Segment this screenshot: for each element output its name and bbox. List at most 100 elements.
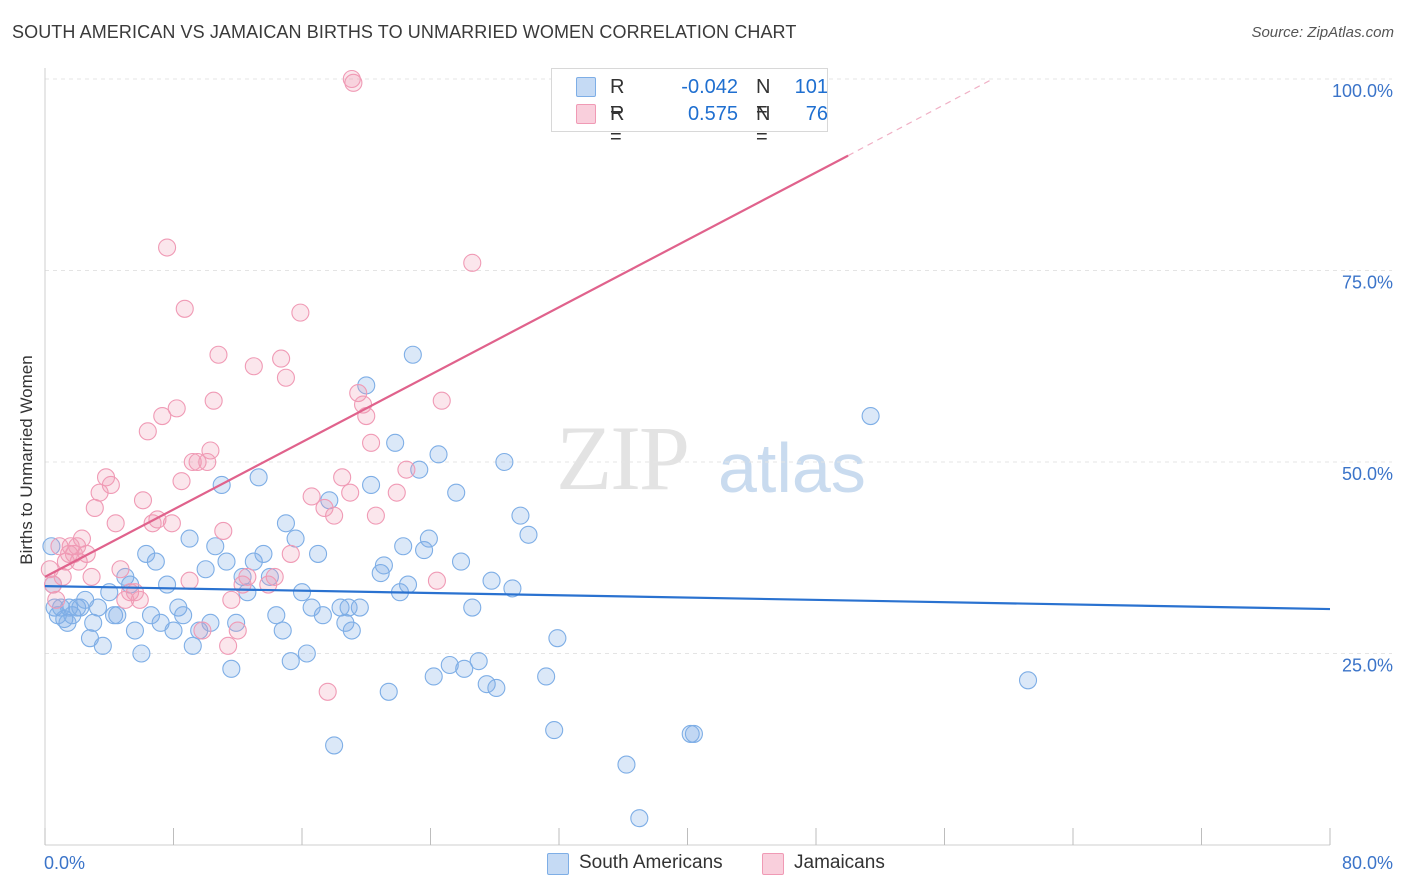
- data-point-jamaicans: [238, 567, 257, 586]
- data-point-south-americans: [374, 556, 393, 575]
- data-point-jamaicans: [158, 238, 177, 257]
- data-point-south-americans: [244, 552, 263, 571]
- data-point-jamaicans: [387, 483, 406, 502]
- data-point-jamaicans: [357, 406, 376, 426]
- data-point-south-americans: [379, 682, 398, 701]
- data-point-south-americans: [309, 544, 328, 563]
- data-point-south-americans: [537, 667, 556, 686]
- legend-n-label: N =: [756, 76, 771, 121]
- data-point-south-americans: [415, 541, 434, 560]
- data-point-south-americans: [424, 667, 443, 686]
- watermark-atlas: atlas: [718, 429, 866, 507]
- data-point-jamaicans: [101, 475, 120, 495]
- data-point-south-americans: [227, 613, 246, 632]
- data-point-south-americans: [548, 629, 567, 648]
- y-tick-label: 75.0%: [1342, 273, 1393, 293]
- legend-r-value: 0.575: [687, 103, 738, 125]
- data-point-jamaicans: [133, 491, 153, 510]
- data-point-jamaicans: [198, 452, 217, 472]
- data-point-south-americans: [260, 567, 279, 586]
- y-tick-label: 50.0%: [1342, 464, 1393, 484]
- data-point-jamaicans: [138, 422, 157, 441]
- data-point-jamaicans: [219, 636, 238, 655]
- data-point-jamaicans: [214, 521, 233, 540]
- data-point-jamaicans: [204, 391, 223, 410]
- data-point-south-americans: [410, 460, 429, 479]
- data-point-jamaicans: [281, 544, 300, 563]
- data-point-jamaicans: [175, 299, 194, 318]
- data-point-jamaicans: [82, 567, 101, 586]
- data-point-jamaicans: [130, 590, 149, 609]
- data-point-south-americans: [362, 475, 381, 495]
- data-point-south-americans: [125, 621, 144, 640]
- data-point-jamaicans: [432, 391, 451, 410]
- legend-swatch-jamaicans: [576, 104, 596, 124]
- y-axis-label-wrap: Births to Unmarried Women: [15, 330, 39, 590]
- data-point-jamaicans: [291, 303, 310, 322]
- data-point-south-americans: [684, 724, 703, 743]
- data-point-south-americans: [487, 678, 506, 698]
- data-point-south-americans: [183, 636, 202, 655]
- data-point-jamaicans: [72, 529, 91, 548]
- data-point-jamaicans: [333, 468, 352, 487]
- data-point-south-americans: [495, 452, 514, 472]
- data-point-south-americans: [108, 606, 127, 625]
- data-point-jamaicans: [222, 590, 241, 609]
- data-point-jamaicans: [193, 621, 212, 640]
- data-point-jamaicans: [265, 567, 284, 586]
- data-point-south-americans: [217, 552, 236, 571]
- bottom-legend-label: South Americans: [579, 852, 723, 873]
- data-point-south-americans: [141, 606, 161, 625]
- data-point-south-americans: [336, 613, 355, 632]
- data-point-jamaicans: [362, 433, 381, 452]
- data-point-jamaicans: [43, 575, 63, 594]
- data-point-jamaicans: [315, 498, 334, 518]
- legend-n-value: 76: [805, 103, 828, 125]
- data-point-jamaicans: [106, 514, 125, 533]
- trend-line-jamaicans: [44, 154, 849, 578]
- data-point-south-americans: [511, 506, 530, 525]
- data-point-south-americans: [137, 544, 156, 563]
- bottom-legend-label: Jamaicans: [794, 852, 885, 873]
- data-point-jamaicans: [228, 621, 247, 640]
- y-axis-label: Births to Unmarried Women: [17, 355, 36, 565]
- correlation-legend: R = -0.042 N = 101 R = 0.575 N = 76: [551, 68, 828, 148]
- x-tick-label: 0.0%: [44, 853, 85, 873]
- data-point-jamaicans: [183, 452, 202, 472]
- trend-line-jamaicans-extension: [847, 78, 993, 157]
- bottom-legend-swatch-south-americans: [547, 853, 569, 875]
- data-point-jamaicans: [342, 69, 361, 89]
- data-point-jamaicans: [172, 472, 191, 491]
- source-credit: Source: ZipAtlas.com: [1251, 24, 1394, 41]
- data-point-jamaicans: [85, 498, 104, 518]
- data-point-south-americans: [447, 483, 466, 502]
- data-point-south-americans: [419, 529, 438, 548]
- data-point-south-americans: [313, 606, 332, 625]
- legend-n-value: 101: [794, 76, 828, 98]
- data-point-jamaicans: [180, 571, 199, 590]
- data-point-south-americans: [350, 598, 369, 617]
- data-point-south-americans: [132, 644, 151, 663]
- data-point-south-americans: [158, 575, 177, 594]
- data-point-jamaicans: [325, 506, 344, 525]
- data-point-south-americans: [429, 445, 448, 464]
- y-tick-label: 100.0%: [1332, 81, 1393, 101]
- data-point-south-americans: [276, 514, 295, 533]
- data-point-south-americans: [93, 636, 112, 655]
- data-point-south-americans: [267, 606, 286, 625]
- legend-r-label: R =: [610, 76, 625, 121]
- data-point-jamaicans: [188, 452, 207, 472]
- data-point-jamaicans: [153, 406, 172, 426]
- watermark-zip: ZIP: [556, 407, 690, 509]
- data-point-south-americans: [84, 613, 103, 632]
- data-point-south-americans: [297, 644, 316, 663]
- y-tick-label: 25.0%: [1342, 656, 1393, 676]
- data-point-jamaicans: [201, 441, 220, 460]
- trend-lines: [44, 78, 1331, 611]
- data-point-south-americans: [292, 583, 312, 602]
- data-point-south-americans: [503, 579, 522, 598]
- data-point-south-americans: [249, 468, 268, 487]
- data-point-jamaicans: [397, 460, 416, 479]
- data-point-south-americans: [617, 755, 636, 774]
